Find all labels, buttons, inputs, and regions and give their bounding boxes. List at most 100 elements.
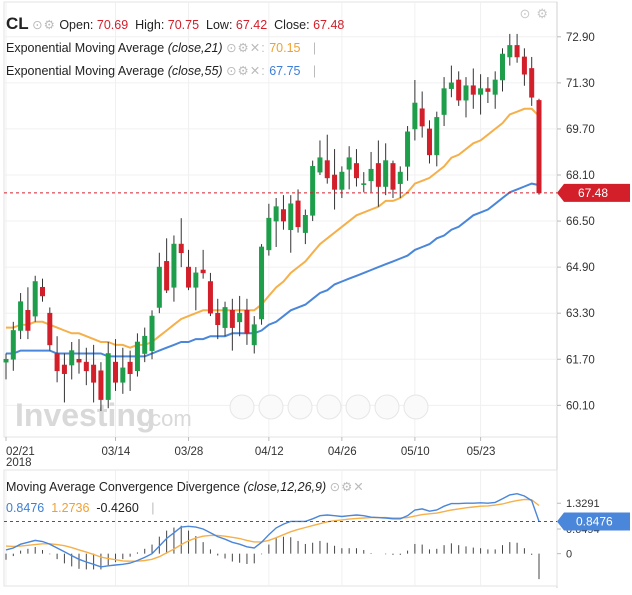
nav-control-icon[interactable] [374, 394, 400, 420]
x-tick-label-0: 02/21 [6, 446, 35, 458]
candle-body [18, 301, 24, 331]
ema55-icons[interactable]: ⊙⚙✕: [226, 64, 266, 78]
candle-body [237, 312, 243, 323]
nav-control-icon[interactable] [345, 394, 371, 420]
y-tick-label-2: 69.70 [566, 124, 595, 136]
candle-body [193, 272, 199, 288]
x-tick-label-5: 05/10 [401, 446, 430, 458]
candle-body [353, 163, 359, 179]
candle-body [419, 108, 425, 127]
candle-body [302, 215, 308, 233]
ema21-line [6, 107, 540, 349]
candle-body [229, 310, 235, 328]
candle-body [178, 243, 184, 254]
candle-body [207, 281, 213, 314]
last-price-badge [557, 183, 630, 202]
candle-body [470, 85, 476, 95]
high-label: High: [135, 18, 165, 32]
candle-body [200, 269, 206, 274]
candle-body [76, 358, 82, 363]
candle-body [405, 131, 411, 167]
ema55-value: 67.75 [269, 64, 301, 78]
low-label: Low: [206, 18, 233, 32]
close-label: Close: [274, 18, 310, 32]
candle-body [463, 85, 469, 101]
candle-body [397, 171, 403, 184]
high-value: 70.75 [167, 18, 200, 32]
y-tick-label-6: 63.30 [566, 308, 595, 320]
candle-body [514, 45, 520, 58]
candle-body [368, 168, 374, 182]
candle-body [3, 358, 9, 363]
ema55-legend: Exponential Moving Average (close,55) ⊙⚙… [6, 64, 318, 78]
ema21-icons[interactable]: ⊙⚙✕: [226, 41, 266, 55]
ema55-name: Exponential Moving Average [6, 64, 165, 78]
macd-values: 0.8476 1.2736 -0.4260 | [6, 501, 156, 515]
candle-body [47, 312, 53, 346]
candle-body [456, 79, 462, 101]
y-tick-label-7: 61.70 [566, 354, 595, 366]
candle-body [120, 367, 126, 383]
y-tick-label-5: 64.90 [566, 262, 595, 274]
candle-body [529, 68, 535, 98]
ema21-legend: Exponential Moving Average (close,21) ⊙⚙… [6, 41, 318, 55]
candle-body [280, 209, 286, 222]
macd-hist-value: -0.4260 [96, 501, 139, 515]
candle-body [441, 88, 447, 115]
candle-body [186, 266, 192, 288]
macd-line [5, 492, 540, 568]
watermark-suffix: .com [144, 406, 192, 431]
candle-body [69, 350, 75, 366]
candle-body [288, 203, 294, 230]
macd-signal-line [5, 498, 540, 562]
macd-params: (close,12,26,9) [243, 480, 327, 494]
candles [3, 33, 542, 412]
candle-body [485, 88, 491, 92]
candle-body [361, 183, 367, 185]
candle-body [32, 281, 38, 317]
candle-body [10, 330, 16, 360]
candle-body [383, 160, 389, 187]
chart-nav-controls [229, 394, 429, 420]
ema55-params: (close,55) [167, 64, 223, 78]
candle-body [25, 310, 31, 331]
open-label: Open: [59, 18, 94, 32]
candle-body [156, 266, 162, 308]
candle-body [105, 353, 111, 400]
candle-body [134, 341, 140, 372]
candle-body [434, 117, 440, 156]
visibility-icons: ⊙⚙ [32, 18, 56, 32]
candle-body [259, 246, 265, 320]
x-tick-label-6: 05/23 [467, 446, 496, 458]
candle-body [251, 324, 257, 346]
candle-body [91, 364, 97, 383]
nav-control-icon[interactable] [287, 394, 313, 420]
candle-body [339, 171, 345, 190]
candle-body [113, 361, 119, 383]
chart-settings-icons[interactable]: ⊙⚙ [519, 6, 554, 21]
ema55-line [6, 182, 540, 358]
macd-icons[interactable]: ⊙⚙✕ [329, 480, 365, 494]
ohlc-legend: CL ⊙⚙ Open: 70.69 High: 70.75 Low: 67.42… [6, 14, 344, 34]
candle-body [149, 315, 155, 351]
nav-control-icon[interactable] [316, 394, 342, 420]
candle-body [83, 361, 89, 372]
macd-line-value: 0.8476 [6, 501, 45, 515]
candle-body [61, 364, 67, 374]
candle-body [448, 82, 454, 89]
candle-body [507, 45, 513, 58]
y-tick-label-4: 66.50 [566, 216, 595, 228]
candle-body [412, 102, 418, 130]
candle-body [375, 163, 381, 187]
nav-control-icon[interactable] [229, 394, 255, 420]
candle-body [346, 157, 352, 170]
nav-control-icon[interactable] [403, 394, 429, 420]
candle-body [317, 157, 323, 173]
close-value: 67.48 [313, 18, 345, 32]
nav-control-icon[interactable] [258, 394, 284, 420]
candle-body [499, 53, 505, 81]
low-value: 67.42 [235, 18, 268, 32]
last-price-label: 67.48 [578, 186, 608, 200]
